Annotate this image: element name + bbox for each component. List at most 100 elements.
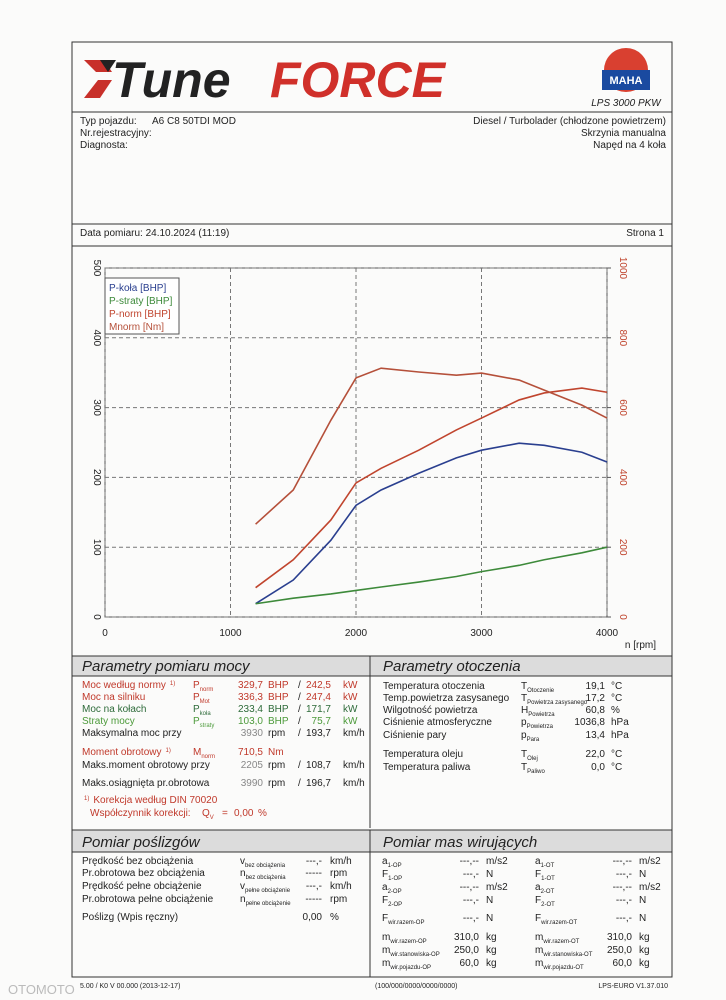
symbol-main: a [535, 882, 541, 893]
symbol: Pkoła [193, 704, 211, 717]
param-unit: km/h [330, 881, 352, 892]
symbol-main: a [382, 882, 388, 893]
param-value: ---,- [616, 913, 632, 924]
footnote-ref: 1) [170, 681, 175, 687]
symbol-sub: 1-OP [388, 863, 402, 869]
param-label: Maks.osiągnięta pr.obrotowa [82, 778, 210, 789]
section-title: Pomiar poślizgów [82, 834, 201, 851]
symbol-sub: 2-OP [388, 889, 402, 895]
symbol-main: m [535, 945, 543, 956]
param-unit: N [639, 913, 646, 924]
param-unit: km/h [343, 778, 365, 789]
symbol-sub: norm [200, 687, 214, 693]
param-label: Moc na silniku [82, 692, 145, 703]
param-unit: °C [611, 749, 622, 760]
y-tick-label: 100 [91, 539, 102, 556]
param-value: 19,1 [586, 681, 606, 692]
param-label: Ciśnienie atmosferyczne [383, 717, 492, 728]
symbol: mwir.stanowiska-OP [382, 945, 440, 958]
param-value: 1036,8 [574, 717, 605, 728]
symbol: Mnorm [193, 747, 215, 760]
param-unit: kg [639, 958, 650, 969]
symbol-sub: wir.stanowiska-OT [542, 952, 592, 958]
param-unit: m/s2 [486, 856, 508, 867]
param-label-text: Moc na silniku [82, 692, 145, 703]
symbol-sub: wir.stanowiska-OP [389, 952, 439, 958]
param-label: Temperatura oleju [383, 749, 463, 760]
param-unit: °C [611, 681, 622, 692]
param-unit: N [639, 869, 646, 880]
param-unit: kW [343, 680, 358, 691]
legend-entry: P-straty [BHP] [109, 296, 173, 307]
symbol-main: m [382, 945, 390, 956]
param-label: Straty mocy [82, 716, 135, 727]
symbol-main: M [193, 747, 201, 758]
param-value: ---,- [306, 881, 322, 892]
symbol-main: p [521, 717, 527, 728]
symbol-sub: Mot [200, 699, 210, 705]
x-tick-label: 3000 [470, 628, 493, 639]
param-value: ----- [305, 894, 322, 905]
param-value: 0,0 [591, 762, 605, 773]
param-value: 3990 [241, 778, 264, 789]
param-value: 2205 [241, 760, 264, 771]
footnote-value: 0,00 [234, 808, 254, 819]
footer-middle: (100/000/0000/0000/0000) [375, 983, 458, 990]
symbol-main: m [382, 958, 390, 969]
symbol: Pstraty [193, 716, 214, 729]
param-value: 60,8 [586, 705, 606, 716]
param-unit: BHP [268, 692, 289, 703]
field-label: Diagnosta: [80, 140, 128, 151]
param-value: 103,0 [238, 716, 263, 727]
footnote-ref: 1) [84, 796, 89, 802]
symbol-sub: Paliwo [527, 769, 545, 775]
param-label-text: Moc według normy [82, 680, 166, 691]
param-unit: BHP [268, 680, 289, 691]
symbol: a1-OT [535, 856, 555, 869]
symbol-main: n [240, 894, 246, 905]
param-label: Maks.moment obrotowy przy [82, 760, 210, 771]
footer-left: 5.00 / K0 V 00.000 (2013-12-17) [80, 983, 180, 990]
param-unit: kg [639, 945, 650, 956]
equals: = [222, 808, 228, 819]
symbol-sub: straty [200, 723, 215, 729]
param-value: 60,0 [460, 958, 480, 969]
param-value: 3930 [241, 728, 264, 739]
y2-tick-label: 400 [617, 469, 628, 486]
param-value: ---,- [463, 913, 479, 924]
y-tick-label: 300 [91, 399, 102, 416]
symbol-sub: Powietrza [528, 712, 555, 718]
y2-tick-label: 1000 [617, 257, 628, 280]
y2-tick-label: 0 [617, 614, 628, 620]
param-label: Pr.obrotowa bez obciążenia [82, 868, 205, 879]
symbol-sub: Olej [527, 756, 538, 762]
symbol-sub: pełne obciążenie [246, 901, 292, 907]
symbol: Fwir.razem-OT [535, 913, 577, 926]
legend [104, 277, 180, 335]
param-value: ---,-- [460, 882, 479, 893]
legend-entry: P-norm [BHP] [109, 309, 171, 320]
symbol: pPowietrza [521, 717, 554, 730]
param-unit: m/s2 [639, 856, 661, 867]
symbol: TPaliwo [521, 762, 545, 775]
symbol-sub: 1-OP [388, 876, 402, 882]
separator: / [298, 704, 301, 715]
field-label: Nr.rejestracyjny: [80, 128, 152, 139]
param-label: Temperatura paliwa [383, 762, 471, 773]
param-unit: m/s2 [486, 882, 508, 893]
symbol: TOlej [521, 749, 538, 762]
param-unit: kW [343, 692, 358, 703]
param-value: 171,7 [306, 704, 331, 715]
separator: / [298, 760, 301, 771]
section-title: Pomiar mas wirujących [383, 834, 537, 851]
param-unit: kg [486, 945, 497, 956]
param-value: 310,0 [607, 932, 632, 943]
symbol: a2-OT [535, 882, 555, 895]
symbol: nbez obciążenia [240, 868, 286, 881]
param-label-text: Maksymalna moc przy [82, 728, 181, 739]
symbol-sub: 1-OT [541, 863, 555, 869]
symbol-sub: wir.pojazdu-OT [542, 965, 584, 971]
param-unit: N [486, 895, 493, 906]
symbol: mwir.pojazdu-OT [535, 958, 584, 971]
